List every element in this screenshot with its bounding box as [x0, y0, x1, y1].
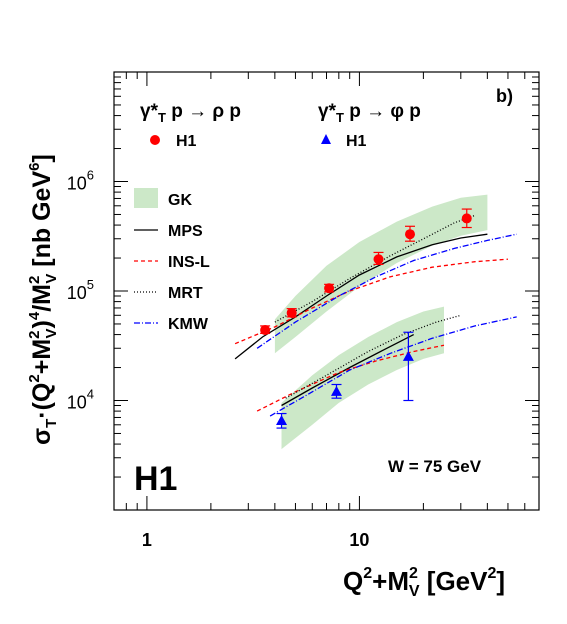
process-phi-label: γ*T p → φ p — [318, 101, 421, 125]
experiment-label: H1 — [134, 460, 177, 498]
insl_rho-curve — [234, 258, 508, 345]
axis-ticks: 1 10 104 105 106 — [67, 72, 540, 550]
phi-point-1 — [330, 385, 342, 396]
x-tick-label: 10 — [349, 530, 369, 550]
legend: H1 H1 GK MPS INS-L MRT KMW — [134, 133, 367, 333]
legend-phi-marker — [321, 134, 331, 144]
rho-point-2 — [324, 283, 335, 294]
mps_phi-curve — [281, 334, 414, 407]
legend-phi-label: H1 — [346, 133, 367, 150]
gk_phi-band — [281, 306, 444, 450]
legend-mrt-label: MRT — [168, 285, 203, 302]
data-points — [260, 208, 472, 429]
gk_rho-band — [274, 194, 488, 354]
mps_rho-curve — [234, 233, 488, 360]
legend-insl-label: INS-L — [168, 254, 210, 271]
legend-gk-swatch — [134, 188, 158, 208]
kmw_rho-curve — [256, 233, 517, 349]
phi-point-0 — [276, 414, 288, 425]
rho-point-3 — [373, 254, 384, 265]
rho-point-5 — [461, 213, 472, 224]
legend-gk-label: GK — [168, 192, 192, 209]
legend-rho-marker — [150, 135, 160, 145]
rho-point-1 — [286, 307, 297, 318]
y-tick-label: 104 — [67, 387, 94, 413]
panel-label: b) — [496, 86, 513, 106]
legend-rho-label: H1 — [176, 133, 197, 150]
energy-label: W = 75 GeV — [388, 457, 482, 476]
kmw_phi-curve — [269, 316, 517, 417]
mrt_phi-curve — [285, 314, 461, 399]
y-axis-title: σT·(Q2+M2V)4/M2V [nb GeV6] — [26, 154, 60, 445]
legend-mps-label: MPS — [168, 223, 203, 240]
legend-kmw-label: KMW — [168, 316, 209, 333]
gk-bands — [274, 194, 488, 450]
mrt_rho-curve — [274, 214, 476, 323]
rho-point-0 — [260, 325, 271, 336]
x-tick-label: 1 — [142, 530, 152, 550]
rho-point-4 — [405, 229, 416, 240]
x-axis-title: Q2+M2 V [GeV2] — [343, 565, 505, 600]
y-tick-label: 106 — [67, 168, 94, 194]
y-tick-label: 105 — [67, 277, 94, 303]
phi-point-2 — [402, 350, 414, 361]
process-rho-label: γ*T p → ρ p — [140, 101, 241, 125]
model-curves — [234, 214, 517, 417]
insl_phi-curve — [256, 344, 445, 412]
